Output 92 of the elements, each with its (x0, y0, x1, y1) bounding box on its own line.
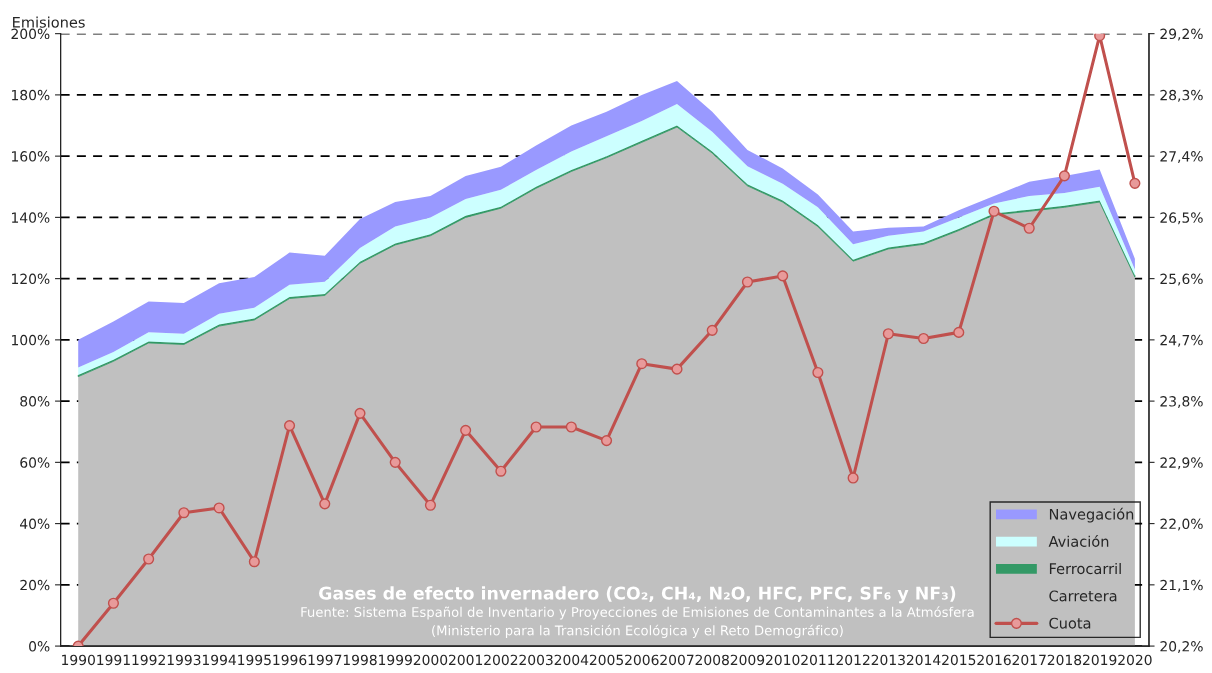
point (988, 205, 1000, 217)
x-tick-label: 1996 (273, 654, 307, 666)
y-tick-label: 40% (19, 518, 50, 530)
point (706, 324, 718, 336)
y2-tick-label: 22,9% (1160, 457, 1203, 470)
y-tick-label: 20% (20, 579, 50, 591)
x-tick-label: 2018 (1047, 654, 1082, 666)
point (917, 332, 930, 345)
x-tick-label: 2004 (554, 654, 589, 666)
y-tick-label: 200% (11, 28, 50, 40)
y2-tick-label: 21,1% (1160, 579, 1203, 592)
y2-tick-label: 26,5% (1160, 212, 1203, 225)
x-tick-label: 2006 (625, 654, 659, 666)
point (1058, 170, 1070, 182)
point (424, 499, 436, 511)
x-tick-label: 2005 (589, 654, 624, 666)
y-axis-title: Emisiones (13, 16, 85, 28)
x-tick-label: 2014 (906, 654, 941, 666)
point (671, 363, 683, 375)
x-tick-label: 2017 (1012, 654, 1046, 666)
point (600, 435, 613, 447)
x-tick-label: 2001 (449, 654, 483, 666)
y-tick-label: 120% (12, 273, 50, 285)
x-tick-label: 1995 (238, 654, 271, 666)
point (1023, 222, 1035, 234)
x-tick-label: 2008 (695, 654, 729, 666)
x-tick-label: 2016 (977, 654, 1011, 666)
point (178, 507, 190, 519)
y-tick-label: 140% (12, 212, 50, 223)
point (1094, 33, 1106, 42)
x-tick-label: 2015 (942, 654, 976, 666)
y2-tick-label: 24,7% (1160, 334, 1203, 347)
x-tick-label: 2019 (1083, 654, 1117, 666)
legend-label: Aviación (1048, 535, 1109, 547)
point (143, 553, 155, 565)
x-tick-label: 2013 (871, 654, 905, 666)
y-tick-label: 180% (12, 89, 50, 101)
y-tick-label: 160% (12, 151, 50, 162)
text: Gases de efecto invernadero (CO₂, CH₄, N₂O, HFC, PFC, SF₆ y NF₃) (319, 586, 956, 604)
point (565, 421, 577, 433)
point (495, 465, 507, 477)
x-tick-label: 1993 (167, 654, 201, 666)
point (213, 502, 225, 514)
point (354, 407, 366, 419)
point (248, 556, 260, 568)
y-tick-label: 100% (12, 334, 50, 346)
point (1129, 177, 1141, 189)
x-tick-label: 2000 (413, 654, 448, 666)
point (812, 366, 824, 379)
point (283, 420, 296, 432)
legend-label: Navegación (1049, 507, 1134, 523)
x-tick-label: 2009 (730, 654, 765, 666)
point (847, 472, 859, 484)
point (107, 597, 119, 609)
x-tick-label: 2002 (484, 654, 518, 666)
x-tick-label: 2010 (766, 654, 800, 666)
x-tick-label: 1991 (97, 654, 130, 666)
x-tick-label: 1999 (379, 654, 412, 666)
y2-tick-label: 22,0% (1160, 518, 1203, 531)
x-tick-label: 2012 (836, 654, 870, 666)
annotation: Fuente: Sistema Español de Inventario y Proyecciones de Emisiones de Contaminantes a la Atmósfera (301, 606, 974, 620)
point (530, 421, 542, 433)
point (953, 326, 965, 338)
x-tick-label: 1994 (202, 654, 236, 666)
point (777, 270, 789, 282)
y-tick-label: 0% (29, 641, 50, 652)
point (460, 424, 472, 436)
x-tick-label: 1998 (343, 654, 377, 666)
point (389, 456, 401, 468)
y2-tick-label: 27,4% (1160, 151, 1203, 164)
x-tick-label: 2020 (1118, 654, 1152, 666)
x-tick-label: 2007 (660, 654, 694, 666)
annotation: (Ministerio para la Transición Ecológica y el Reto Demográfico) (432, 624, 843, 638)
x-tick-label: 2011 (801, 654, 835, 666)
y2-tick-label: 28,3% (1160, 89, 1203, 102)
point (882, 328, 894, 340)
x-tick-label: 2003 (519, 654, 553, 666)
y2-tick-label: 29,2% (1160, 28, 1203, 41)
y2-tick-label: 25,6% (1160, 273, 1203, 286)
point (319, 498, 331, 510)
point (741, 276, 753, 288)
y-tick-label: 80% (20, 396, 50, 407)
point (636, 358, 648, 370)
y2-tick-label: 20,2% (1160, 641, 1203, 653)
x-tick-label: 1997 (308, 654, 342, 666)
y2-tick-label: 23,8% (1160, 396, 1203, 408)
x-tick-label: 1990 (62, 654, 95, 666)
legend-label: Cuota (1049, 617, 1091, 629)
x-tick-label: 1992 (132, 654, 165, 666)
legend-label: Ferrocarril (1049, 562, 1121, 575)
y-tick-label: 60% (20, 457, 50, 468)
series-label: Carretera (1049, 590, 1117, 602)
